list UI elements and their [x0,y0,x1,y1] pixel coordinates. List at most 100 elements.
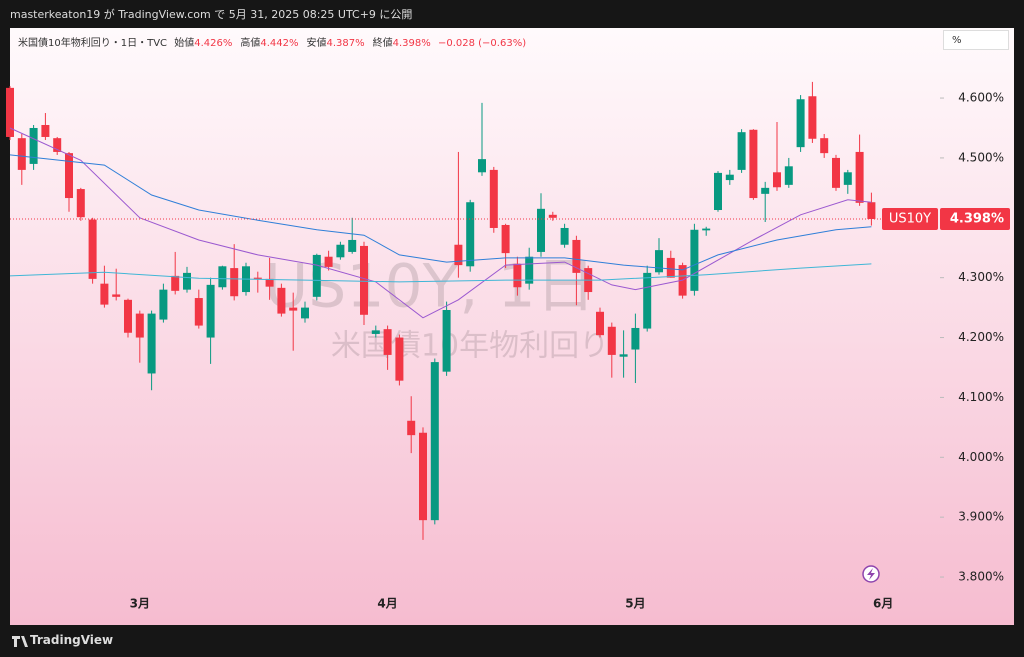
candle-body [784,166,793,185]
y-tick-label: 4.000% [958,450,1004,464]
candle-body [147,313,156,374]
candle-body [655,250,663,273]
x-tick-label: 5月 [625,597,645,611]
publish-info: masterkeaton19 が TradingView.com で 5月 31… [10,8,413,21]
y-tick-label: 3.900% [958,510,1004,524]
tv-logo [12,636,28,647]
y-tick-label: 4.600% [958,91,1004,105]
candle-body [537,208,545,252]
candle-body [112,294,121,297]
candle-body [171,275,180,291]
candle-body [230,268,239,297]
lightning-glyph [867,568,875,580]
field-value: 4.387% [326,38,365,49]
candle-body [53,138,62,152]
candle-body [360,245,368,315]
field-value: 4.426% [194,38,233,49]
moving-average [9,263,872,283]
candle-body [820,138,829,154]
candle-body [419,432,427,521]
candle-body [702,228,711,231]
candle-body [737,132,746,170]
candle-body [513,263,522,288]
moving-average [9,154,872,271]
candle-body [29,127,38,164]
candle-body [194,298,203,326]
candle-body [124,299,132,333]
candle-body [572,239,581,273]
candle-body [65,153,73,199]
candle-body [466,202,475,267]
field-value: 4.398% [392,38,431,49]
candle-body [690,229,699,291]
candle-body [6,87,14,137]
candle-body [773,172,781,188]
candle-body [560,227,569,245]
candle-body [607,326,616,355]
candle-body [855,151,864,203]
candle-body [407,420,416,436]
candle-body [454,244,463,266]
candle-body [596,311,604,336]
candle-body [843,172,852,185]
price-tag [940,207,1010,230]
candle-body [808,96,817,139]
candle-body [312,254,321,297]
chart-background [10,28,1014,625]
x-tick-label: 3月 [130,597,150,611]
candle-body [761,187,770,194]
field-label: 終値 [372,38,393,49]
candle-body [277,287,286,314]
candle-body [631,327,640,350]
candle-body [41,124,50,137]
candle-body [253,277,262,279]
candle-body [336,244,345,258]
candle-body [88,219,97,279]
x-tick-label: 4月 [377,597,397,611]
candle-body [206,284,215,338]
y-tick-label: 4.500% [958,150,1004,164]
candle-body [619,354,628,357]
watermark: 米国債10年物利回り [331,329,609,364]
candle-body [383,329,392,355]
candle-body [501,224,510,254]
candle-body [183,272,191,290]
y-tick-label: 4.200% [958,330,1004,344]
candle-body [796,99,805,148]
field-label: 高値 [240,38,261,49]
candle-body [525,256,534,284]
candle-body [725,174,734,181]
candle-body [666,257,675,278]
y-tick-label: 3.800% [958,570,1004,584]
candle-body [100,283,109,305]
price-tag-text: 4.398% [950,211,1004,226]
candle-body [371,330,380,334]
symbol-tag [882,207,938,230]
change: −0.028 (−0.63%) [437,38,527,49]
candle-body [548,214,557,218]
candle-body [442,310,451,372]
candle-body [489,169,498,228]
candle-body [17,138,26,170]
candle-body [643,272,652,329]
candle-body [395,337,404,381]
moving-average [9,127,872,319]
x-tick-label: 6月 [873,597,893,611]
field-label: 安値 [306,38,327,49]
brand: TradingView [30,633,114,647]
symbol-legend: 米国債10年物利回り・1日・TVC 始値4.426% 高値4.442% 安値4.38… [18,34,530,49]
candle-body [289,307,298,311]
field-label: 始値 [174,38,195,49]
symbol-title: 米国債10年物利回り・1日・TVC [18,38,168,49]
field-value: 4.442% [260,38,299,49]
candle-body [159,289,168,320]
candle-body [832,157,840,188]
unit-button[interactable]: % [943,30,1009,50]
candle-body [135,313,144,338]
candle-body [324,256,333,267]
candle-body [714,172,722,211]
symbol-tag-text: US10Y [889,211,931,226]
candle-body [301,307,309,319]
